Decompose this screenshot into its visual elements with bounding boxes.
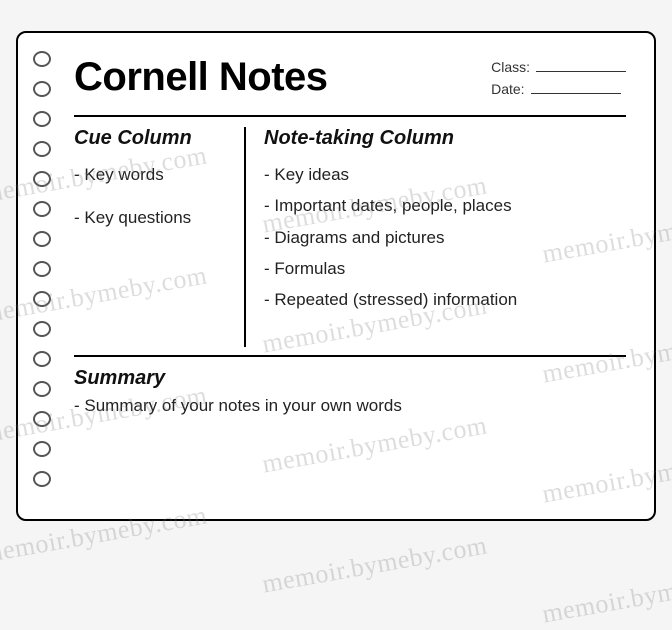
spiral-hole [33,471,51,487]
spiral-hole [33,171,51,187]
summary-text: - Summary of your notes in your own word… [74,396,626,416]
spiral-hole [33,411,51,427]
content-area: Cornell Notes Class: Date: Cue Column Ke… [66,33,654,519]
cue-column: Cue Column Key words Key questions [74,127,244,347]
spiral-hole [33,291,51,307]
notes-column: Note-taking Column Key ideas Important da… [246,127,626,347]
list-item: Key ideas [264,164,626,185]
cue-heading: Cue Column [74,127,230,150]
divider-above-summary [74,355,626,357]
watermark-text: memoir.bymeby.com [540,560,672,629]
date-field: Date: [491,81,626,97]
notes-list: Key ideas Important dates, people, places… [264,164,626,310]
date-blank [531,82,621,94]
spiral-hole [33,231,51,247]
list-item: Diagrams and pictures [264,227,626,248]
list-item: Repeated (stressed) information [264,289,626,310]
spiral-hole [33,441,51,457]
date-label: Date: [491,81,524,97]
divider-below-title [74,115,626,117]
spiral-hole [33,351,51,367]
watermark-text: memoir.bymeby.com [260,530,490,599]
spiral-binding [18,33,66,519]
spiral-hole [33,261,51,277]
page-title: Cornell Notes [74,55,328,100]
notes-heading: Note-taking Column [264,127,626,150]
two-column-area: Cue Column Key words Key questions Note-t… [74,127,626,347]
spiral-hole [33,141,51,157]
header-row: Cornell Notes Class: Date: [74,55,626,103]
spiral-hole [33,81,51,97]
list-item: Formulas [264,258,626,279]
list-item: Important dates, people, places [264,195,626,216]
meta-block: Class: Date: [491,55,626,103]
class-label: Class: [491,59,530,75]
note-page: Cornell Notes Class: Date: Cue Column Ke… [16,31,656,521]
spiral-hole [33,51,51,67]
class-blank [536,60,626,72]
spiral-hole [33,381,51,397]
spiral-hole [33,111,51,127]
spiral-hole [33,321,51,337]
list-item: Key words [74,164,230,185]
summary-heading: Summary [74,367,626,390]
spiral-hole [33,201,51,217]
cue-list: Key words Key questions [74,164,230,229]
summary-section: Summary - Summary of your notes in your … [74,367,626,416]
list-item: Key questions [74,207,230,228]
class-field: Class: [491,59,626,75]
